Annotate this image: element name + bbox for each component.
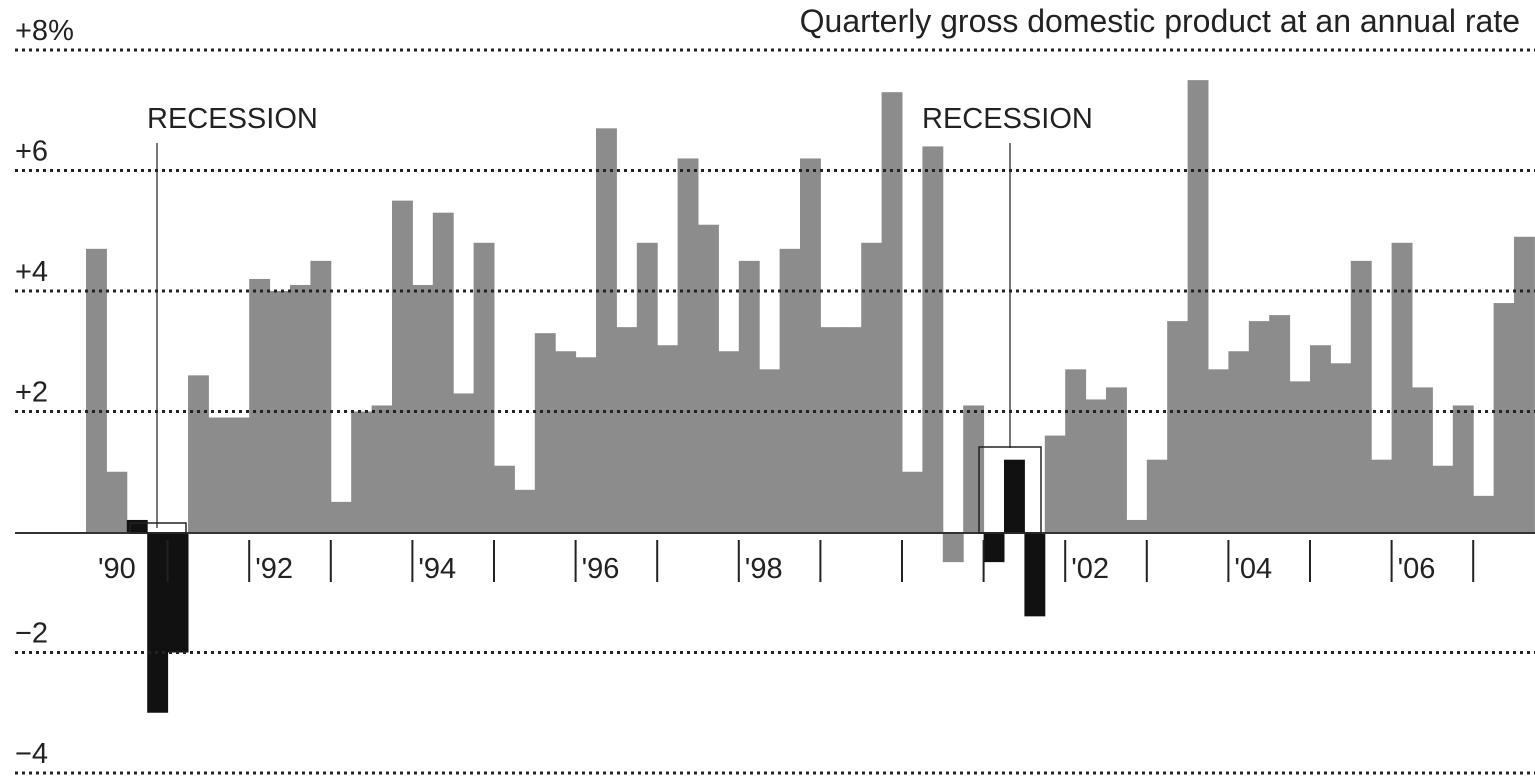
bar <box>1412 387 1433 532</box>
y-tick-label: +8% <box>15 15 74 47</box>
bar <box>738 260 760 532</box>
x-tick-label: '90 <box>98 553 136 585</box>
bar <box>1228 351 1250 532</box>
bar <box>1146 459 1168 532</box>
bar <box>575 357 597 532</box>
title-bg <box>490 8 1530 48</box>
bar <box>1514 236 1535 532</box>
bar <box>718 351 740 532</box>
bar <box>1269 315 1291 532</box>
bar <box>371 405 393 532</box>
y-tick-label: +4 <box>15 256 48 288</box>
bar <box>1371 459 1393 532</box>
bar <box>983 532 1005 563</box>
bar <box>779 248 801 532</box>
recession-box <box>129 522 187 534</box>
bar <box>1126 519 1148 532</box>
bar <box>453 393 475 532</box>
bar <box>596 128 617 532</box>
bar <box>942 532 964 563</box>
bar <box>432 212 454 533</box>
annotation: RECESSION <box>147 103 318 135</box>
bar <box>820 327 842 532</box>
bar <box>636 242 658 533</box>
bar <box>106 471 128 532</box>
x-tick-label: '04 <box>1234 553 1272 585</box>
bar <box>351 411 373 532</box>
bar <box>759 369 781 532</box>
bar <box>330 501 352 532</box>
bar <box>1248 321 1270 532</box>
bar <box>840 327 862 532</box>
y-tick-label: −4 <box>15 738 48 770</box>
bar <box>698 224 719 532</box>
recession-box <box>978 446 1042 534</box>
y-tick-label: +6 <box>15 136 48 168</box>
bar <box>677 158 699 532</box>
bar <box>1187 80 1209 532</box>
bar <box>534 333 556 532</box>
bar <box>1106 387 1127 532</box>
bar <box>902 471 923 532</box>
bar <box>188 375 209 532</box>
bar <box>861 242 883 533</box>
bar <box>1452 405 1474 532</box>
bar <box>473 242 495 533</box>
x-tick-label: '96 <box>582 553 620 585</box>
bar <box>963 405 985 532</box>
bar <box>412 284 434 532</box>
x-tick-label: '92 <box>255 553 293 585</box>
bar <box>1493 303 1515 532</box>
x-tick-label: '94 <box>418 553 456 585</box>
bar <box>228 417 250 532</box>
bar <box>269 291 291 532</box>
bar <box>616 327 638 532</box>
bar <box>1391 242 1413 533</box>
bar <box>1024 532 1046 617</box>
bar <box>290 284 311 532</box>
bar <box>208 417 230 532</box>
bar <box>1289 381 1311 532</box>
bar <box>86 248 107 532</box>
y-tick-label: −2 <box>15 618 48 650</box>
chart-title: Quarterly gross domestic product at an a… <box>800 3 1520 39</box>
bar <box>1473 495 1495 532</box>
x-tick-label: '06 <box>1398 553 1436 585</box>
bar <box>1065 369 1087 532</box>
bar <box>555 351 577 532</box>
bar <box>494 465 515 532</box>
bar <box>1432 465 1454 532</box>
annotation: RECESSION <box>922 103 1093 135</box>
y-tick-label: +2 <box>15 377 48 409</box>
bar <box>657 345 679 532</box>
bars <box>86 80 1535 713</box>
bar <box>249 278 271 532</box>
bar <box>392 200 413 532</box>
bar <box>800 158 821 532</box>
bar <box>310 260 332 532</box>
bar <box>881 92 903 533</box>
bar <box>1167 321 1189 532</box>
bar <box>514 489 536 532</box>
bar <box>1208 369 1229 532</box>
bar <box>167 532 189 653</box>
bar <box>1085 399 1107 532</box>
bar <box>1004 459 1025 532</box>
x-tick-label: '98 <box>745 553 783 585</box>
bar <box>1350 260 1372 532</box>
bar <box>1044 435 1066 532</box>
bar <box>1310 345 1331 532</box>
bar <box>1330 363 1352 532</box>
x-tick-label: '02 <box>1071 553 1109 585</box>
bar <box>922 146 944 532</box>
bar <box>147 532 169 713</box>
